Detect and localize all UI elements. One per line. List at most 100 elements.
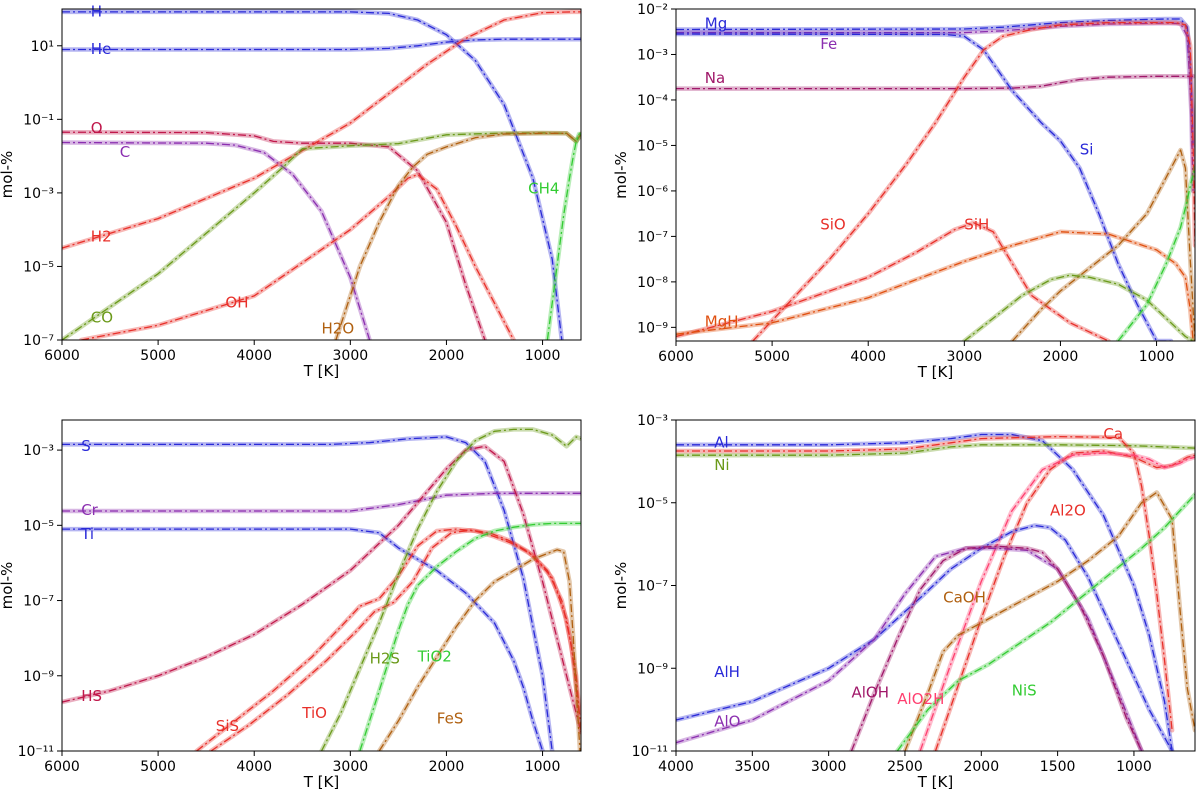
panel-4-label-alo: AlO bbox=[714, 713, 740, 731]
panel-1-line-h bbox=[62, 11, 563, 340]
panel-3-label-sis: SiS bbox=[216, 717, 239, 735]
panel-1-xtick-label: 6000 bbox=[44, 348, 80, 364]
panel-3-line-cr bbox=[62, 492, 581, 512]
panel-1-label-co: CO bbox=[91, 308, 113, 326]
panel-3-ytick-label: 10⁻¹¹ bbox=[18, 744, 54, 760]
panel-3-line-s bbox=[62, 436, 553, 751]
panel-1-xtick-label: 2000 bbox=[429, 348, 465, 364]
panel-3-xtick-label: 1000 bbox=[525, 759, 561, 775]
panel-2-xtick-label: 4000 bbox=[850, 349, 886, 365]
panel-3-line-ti bbox=[62, 528, 544, 751]
panel-4-ylabel: mol-% bbox=[612, 562, 630, 610]
panel-3-ytick-label: 10⁻⁷ bbox=[23, 594, 54, 610]
panel-1-band-he bbox=[62, 36, 581, 52]
panel-3-xtick-label: 3000 bbox=[333, 759, 369, 775]
panel-2-label-mgh: MgH bbox=[705, 312, 739, 330]
panel-1-ytick-label: 10⁻⁵ bbox=[23, 259, 54, 275]
panel-4-ytick-label: 10⁻³ bbox=[637, 413, 668, 429]
panel-1-band-ch4 bbox=[545, 131, 581, 340]
panel-4-band-alo bbox=[676, 546, 1144, 751]
panel-4-ytick-label: 10⁻⁵ bbox=[637, 496, 668, 512]
panel-2-band-na bbox=[676, 74, 1195, 91]
panel-2-line-mg bbox=[676, 18, 1194, 146]
panel-2-label-si: Si bbox=[1080, 141, 1094, 159]
panel-4-line-al bbox=[676, 433, 1173, 751]
panel-2-ylabel: mol-% bbox=[612, 151, 630, 199]
panel-3-label-ti: Ti bbox=[80, 525, 94, 543]
panel-2-line-green bbox=[1117, 168, 1195, 341]
panel-4-line-ni bbox=[676, 444, 1195, 456]
panel-3-xlabel: T [K] bbox=[303, 773, 339, 791]
panel-2-ytick-label: 10⁻⁵ bbox=[637, 138, 668, 154]
panel-2-xtick-label: 1000 bbox=[1139, 349, 1175, 365]
panel-4-line-nis bbox=[896, 494, 1195, 751]
panel-4-xtick-label: 3000 bbox=[811, 759, 847, 775]
panel-3-line-sis bbox=[196, 528, 581, 751]
panel-1-label-c: C bbox=[120, 143, 130, 161]
panel-4-line-alh bbox=[676, 524, 1173, 751]
panel-2-ytick-label: 10⁻⁴ bbox=[637, 93, 668, 109]
panel-3-xtick-label: 2000 bbox=[429, 759, 465, 775]
panel-2: Mg Fe Na Si SiO SiH MgH 6000 5000 4000 3000 2000 100… bbox=[612, 2, 1196, 381]
panel-3-label-tio2: TiO2 bbox=[417, 648, 452, 666]
panel-3-line-hs bbox=[62, 445, 581, 733]
panel-4-xtick-label: 2000 bbox=[963, 759, 999, 775]
panel-3-line-tio bbox=[210, 529, 580, 751]
panel-2-ytick-label: 10⁻² bbox=[637, 2, 668, 18]
panel-3-line-h2s bbox=[320, 428, 581, 751]
panel-1-label-he: He bbox=[91, 40, 112, 58]
panel-4: Al Ni Ca Al2O AlO2H AlH AlO AlOH CaOH NiS 4000 3500… bbox=[612, 413, 1196, 791]
panel-1-ytick-label: 10⁻¹ bbox=[23, 112, 54, 128]
panel-4-xtick-label: 3500 bbox=[735, 759, 771, 775]
panel-3-xtick-label: 6000 bbox=[44, 759, 80, 775]
panel-4-label-nis: NiS bbox=[1012, 682, 1037, 700]
panel-1: H He OC H2 CO OH H2O CH4 6000 5000 4000 3000 2000 100… bbox=[0, 2, 582, 380]
panel-1-line-co bbox=[62, 132, 581, 340]
panel-1-xtick-label: 3000 bbox=[333, 348, 369, 364]
panel-4-label-aloh: AlOH bbox=[852, 684, 890, 702]
panel-2-band-brown bbox=[1010, 147, 1195, 341]
panel-2-label-na: Na bbox=[705, 69, 725, 87]
panel-2-ytick-label: 10⁻⁷ bbox=[637, 229, 668, 245]
panel-3-curves bbox=[62, 427, 581, 751]
panel-4-label-ni: Ni bbox=[714, 456, 729, 474]
panel-4-label-al2o: Al2O bbox=[1050, 502, 1086, 520]
panel-4-line-aloh bbox=[850, 545, 1143, 751]
panel-2-label-sio: SiO bbox=[820, 216, 846, 234]
panel-1-line-c bbox=[62, 141, 371, 340]
panel-4-line-caoh bbox=[904, 491, 1195, 751]
panel-3-frame bbox=[61, 419, 582, 752]
panel-1-ytick-label: 10⁻⁷ bbox=[23, 333, 54, 349]
panel-1-line-oh bbox=[81, 173, 515, 340]
panel-2-ytick-label: 10⁻⁶ bbox=[637, 184, 668, 200]
panel-4-ytick-label: 10⁻⁷ bbox=[637, 579, 668, 595]
panel-2-line-sio bbox=[752, 21, 1195, 341]
panel-3-ytick-label: 10⁻⁵ bbox=[23, 518, 54, 534]
panel-2-frame bbox=[675, 8, 1196, 342]
panel-3-label-cr: Cr bbox=[81, 501, 98, 519]
panel-4-line-alo2h bbox=[919, 452, 1195, 751]
panel-3-band-hs bbox=[62, 444, 581, 735]
panel-3-band-h2s bbox=[319, 427, 581, 751]
panel-1-line-h2o bbox=[335, 132, 581, 340]
panel-1-xtick-label: 5000 bbox=[140, 348, 176, 364]
panel-3-xtick-label: 5000 bbox=[140, 759, 176, 775]
panel-1-curves bbox=[62, 9, 581, 340]
panel-2-xtick-label: 5000 bbox=[754, 349, 790, 365]
panel-1-ytick-label: 10¹ bbox=[31, 39, 54, 55]
panel-1-band-o bbox=[62, 129, 488, 340]
panel-1-band-co bbox=[62, 130, 581, 340]
panel-1-label-oh: OH bbox=[225, 294, 248, 312]
panel-3-label-s: S bbox=[81, 437, 91, 455]
panel-2-xtick-label: 3000 bbox=[947, 349, 983, 365]
panel-1-ytick-label: 10⁻³ bbox=[23, 186, 54, 202]
panel-2-line-sih bbox=[676, 222, 1109, 341]
panel-3-ytick-label: 10⁻⁹ bbox=[23, 669, 54, 685]
panel-4-xtick-label: 4000 bbox=[658, 759, 694, 775]
panel-2-xtick-label: 2000 bbox=[1043, 349, 1079, 365]
panel-4-label-alo2h: AlO2H bbox=[897, 690, 944, 708]
panel-3-ylabel: mol-% bbox=[0, 562, 16, 610]
panel-1-frame bbox=[61, 8, 582, 341]
panel-4-label-alh: AlH bbox=[714, 663, 740, 681]
